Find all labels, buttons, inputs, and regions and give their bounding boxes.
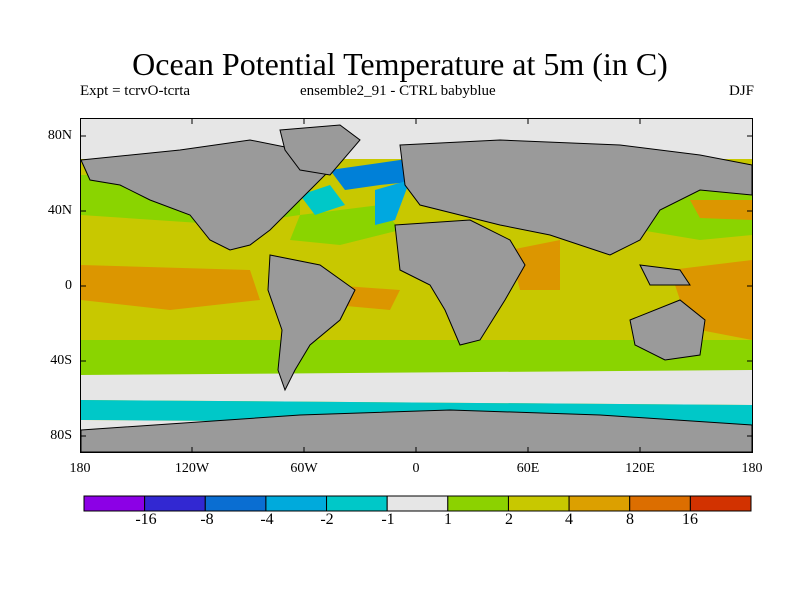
colorbar-label-1: 1 [444, 511, 452, 528]
labrador-cyan [300, 185, 345, 215]
indian-orange [510, 240, 560, 290]
lon-label-120e: 120E [625, 461, 655, 476]
season-label: DJF [728, 83, 754, 99]
south-america-land [267, 254, 356, 392]
lat-label-40s: 40S [50, 353, 72, 368]
colorbar-label-2: 2 [505, 511, 513, 528]
lon-label-120w: 120W [174, 461, 210, 476]
colorbar-label-8: 8 [626, 511, 634, 528]
pacific-orange-band [81, 265, 260, 310]
colorbar-label-4: 4 [565, 511, 573, 528]
colorbar-label-16: 16 [682, 511, 698, 528]
lon-label-180w: 180 [69, 461, 91, 476]
southern-green-band [81, 340, 752, 375]
eurasia-land [399, 139, 752, 256]
ensemble-label: ensemble2_91 - CTRL babyblue [300, 83, 496, 99]
experiment-label: Expt = tcrvO-tcrta [80, 83, 191, 99]
australia-land [629, 299, 706, 361]
indonesia-land [639, 264, 691, 286]
antarctica-land [81, 409, 752, 452]
lat-label-40n: 40N [47, 203, 72, 218]
colorbar-label-minus4: -4 [260, 511, 274, 528]
north-atlantic-lightblue [375, 180, 410, 225]
lat-label-0: 0 [65, 278, 72, 293]
north-atlantic-green [290, 205, 400, 245]
lat-label-80s: 80S [50, 428, 72, 443]
west-pacific-orange [670, 260, 752, 340]
map-title: Ocean Potential Temperature at 5m (in C) [132, 46, 668, 82]
lat-label-80n: 80N [47, 128, 72, 143]
southern-neutral-band [81, 370, 752, 405]
map-ticks [80, 118, 753, 453]
north-america-land [81, 139, 331, 251]
nw-pacific-orange [690, 200, 752, 220]
colorbar-label-minus8: -8 [200, 511, 214, 528]
lon-label-60w: 60W [290, 461, 318, 476]
lon-label-180e: 180 [741, 461, 763, 476]
africa-land [394, 219, 526, 346]
lon-label-60e: 60E [516, 461, 540, 476]
colorbar-label-minus16: -16 [135, 511, 157, 528]
greenland-land [279, 124, 361, 176]
lon-label-0: 0 [412, 461, 420, 476]
colorbar-label-minus1: -1 [381, 511, 395, 528]
colorbar-label-minus2: -2 [320, 511, 334, 528]
